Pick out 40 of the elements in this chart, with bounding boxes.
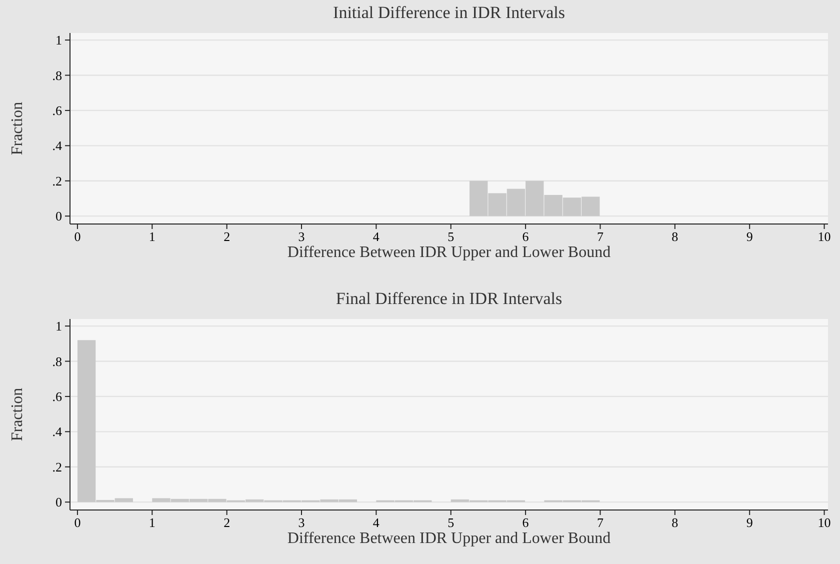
x-tick-label: 6 xyxy=(522,229,530,244)
x-tick-label: 1 xyxy=(148,515,156,530)
y-tick-label: .4 xyxy=(52,138,62,154)
x-axis-title: Difference Between IDR Upper and Lower Bound xyxy=(287,530,611,547)
y-tick-label: .2 xyxy=(52,173,62,188)
x-tick-label: 5 xyxy=(448,515,454,530)
x-tick-label: 3 xyxy=(298,229,305,244)
x-tick-label: 5 xyxy=(448,229,454,244)
y-axis-title: Fraction xyxy=(9,388,26,442)
y-tick-label: .6 xyxy=(52,103,62,118)
y-axis-title: Fraction xyxy=(9,102,26,156)
x-tick-label: 10 xyxy=(818,515,831,530)
y-tick-label: 0 xyxy=(56,208,62,224)
y-tick-label: 0 xyxy=(56,494,62,510)
x-tick-label: 8 xyxy=(672,229,678,244)
x-tick-label: 7 xyxy=(596,515,604,530)
x-tick-label: 9 xyxy=(746,515,753,530)
x-tick-label: 1 xyxy=(148,229,156,244)
x-tick-label: 6 xyxy=(522,515,530,530)
y-tick-label: 1 xyxy=(56,318,62,334)
y-tick-label: .8 xyxy=(52,68,62,83)
x-tick-label: 8 xyxy=(672,515,678,530)
x-tick-label: 7 xyxy=(596,229,604,244)
x-axis-title: Difference Between IDR Upper and Lower Bound xyxy=(287,244,611,261)
y-tick-label: .8 xyxy=(52,354,62,369)
x-tick-label: 4 xyxy=(372,515,380,530)
chart-title: Initial Difference in IDR Intervals xyxy=(333,3,565,22)
y-tick-label: 1 xyxy=(56,32,62,48)
x-tick-label: 2 xyxy=(224,515,230,530)
x-tick-label: 0 xyxy=(74,229,81,244)
x-tick-label: 3 xyxy=(298,515,305,530)
y-tick-label: .2 xyxy=(52,459,62,474)
x-tick-label: 0 xyxy=(74,515,81,530)
x-tick-label: 9 xyxy=(746,229,753,244)
y-tick-label: .6 xyxy=(52,389,62,404)
x-tick-label: 10 xyxy=(818,229,831,244)
x-tick-label: 4 xyxy=(372,229,380,244)
chart-title: Final Difference in IDR Intervals xyxy=(336,289,562,308)
y-tick-label: .4 xyxy=(52,424,62,440)
x-tick-label: 2 xyxy=(224,229,230,244)
